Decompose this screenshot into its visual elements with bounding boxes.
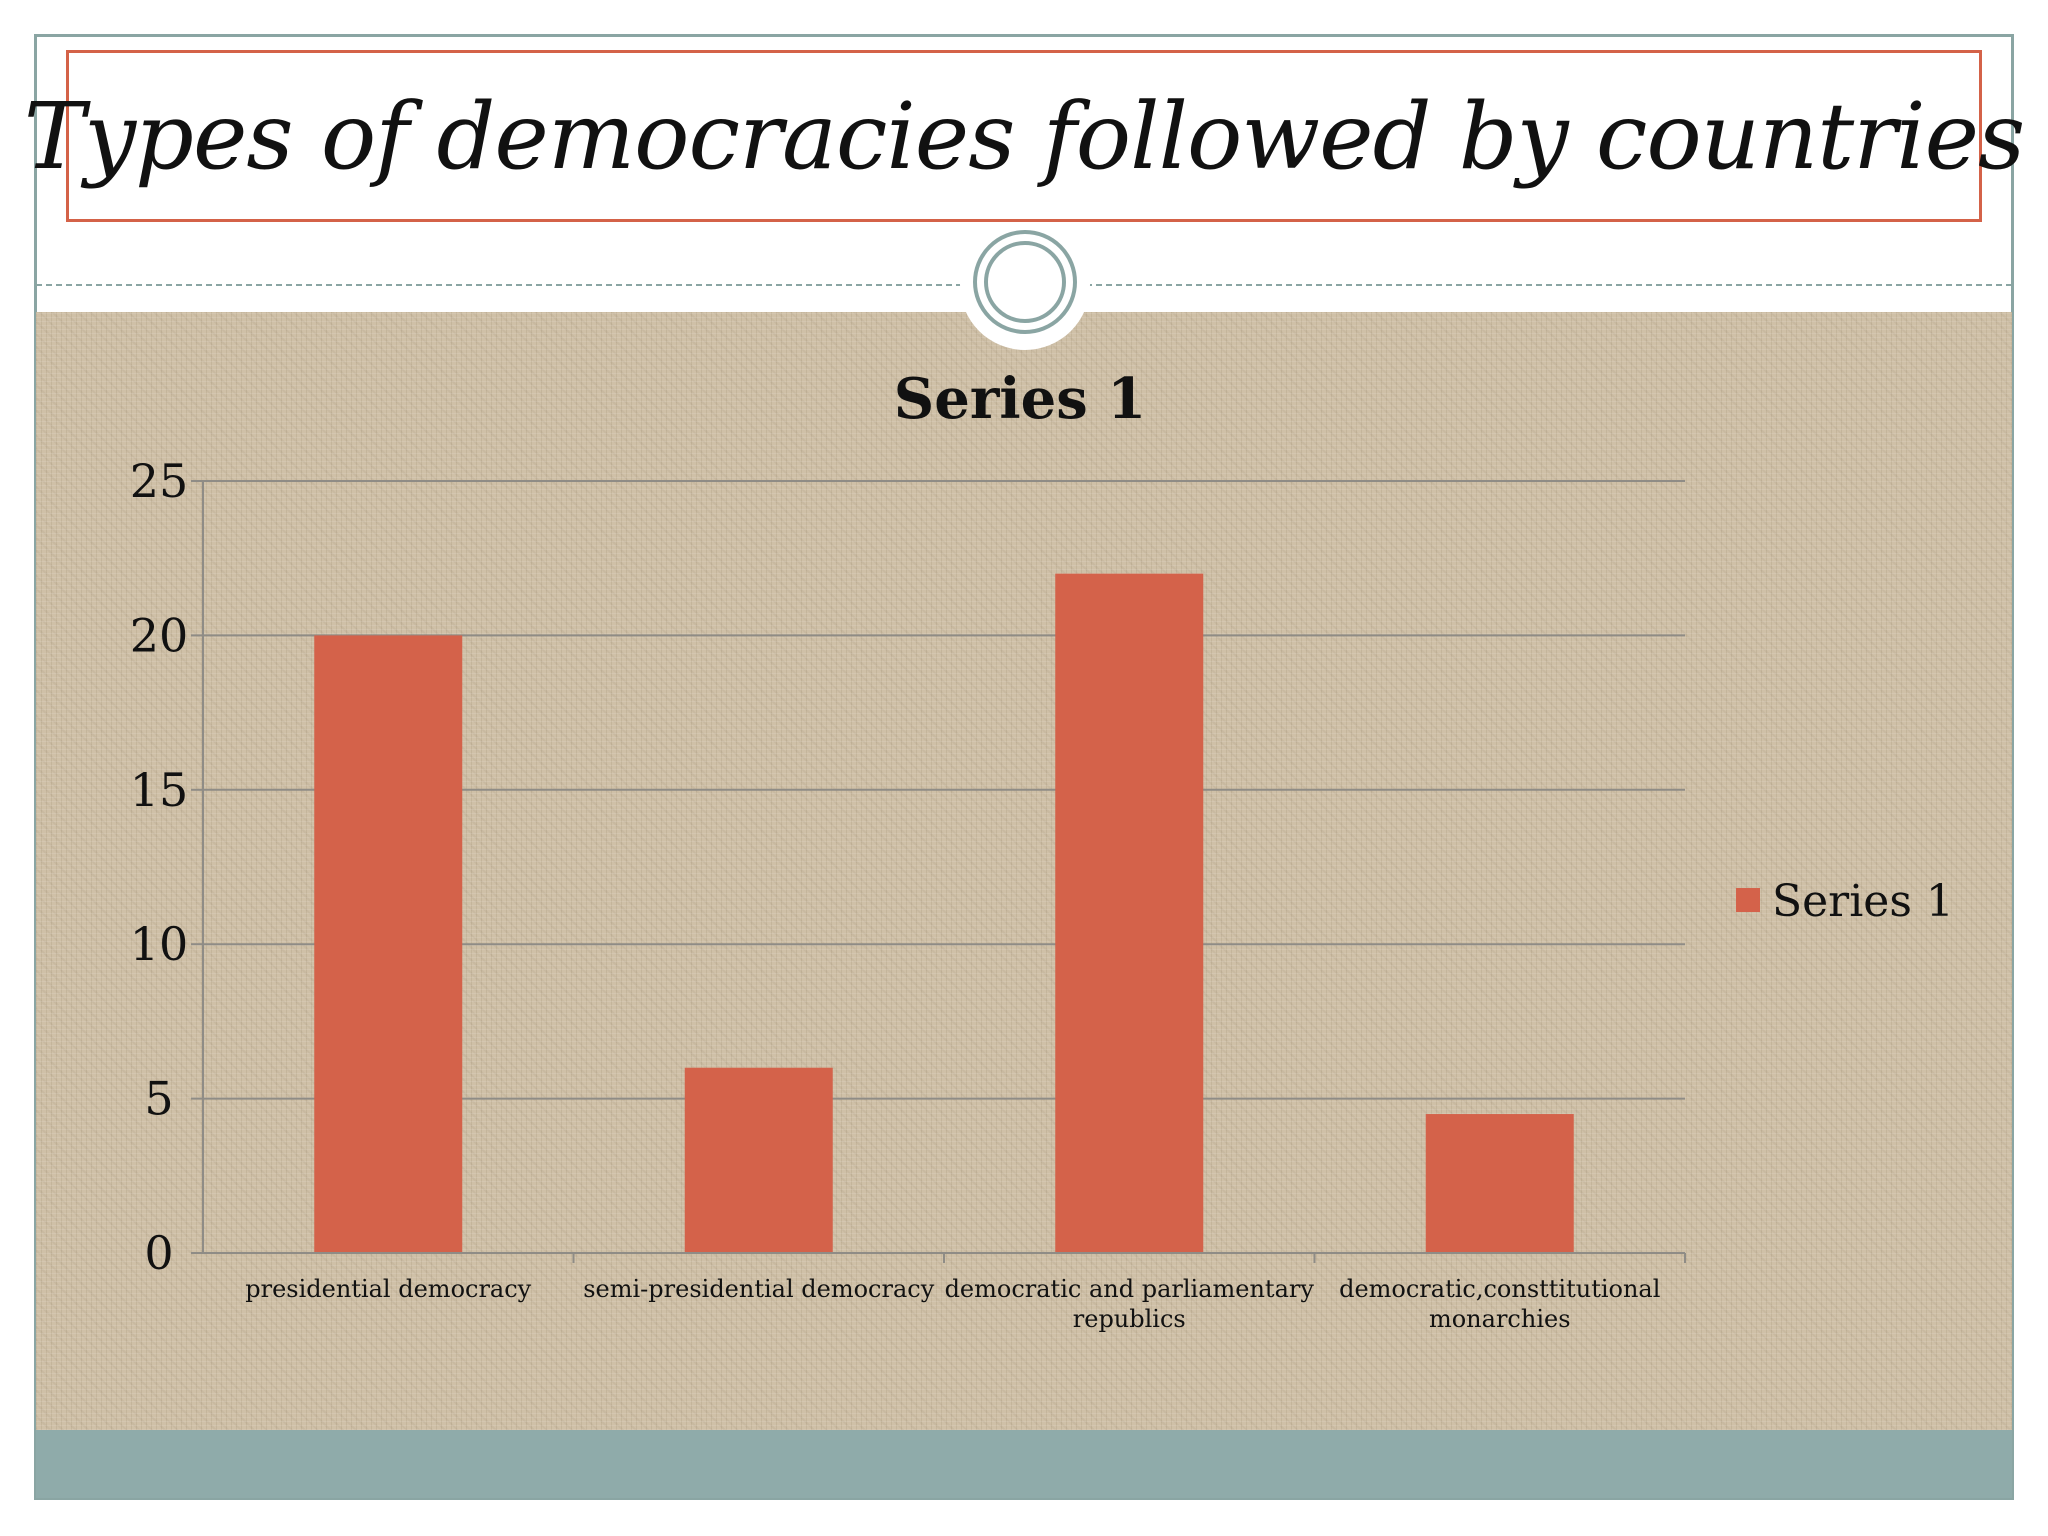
x-tick-label: republics xyxy=(1073,1305,1186,1333)
x-tick-label: semi-presidential democracy xyxy=(583,1275,934,1303)
slide-title: Types of democracies followed by countri… xyxy=(23,82,2026,190)
chart-title: Series 1 xyxy=(894,366,1146,432)
circle-ornament-inner xyxy=(984,241,1066,323)
legend-label: Series 1 xyxy=(1772,876,1954,927)
y-tick-label: 0 xyxy=(144,1226,173,1280)
x-tick-label: democratic and parliamentary xyxy=(945,1275,1315,1303)
y-tick-label: 15 xyxy=(130,763,189,817)
bar xyxy=(1055,573,1204,1253)
footer-band xyxy=(36,1430,2012,1498)
y-tick-label: 20 xyxy=(130,608,189,662)
bar xyxy=(684,1067,833,1253)
x-tick-label: monarchies xyxy=(1429,1305,1571,1333)
y-tick-label: 25 xyxy=(130,454,189,508)
y-tick-label: 5 xyxy=(144,1072,173,1126)
legend-swatch xyxy=(1736,888,1760,912)
title-box: Types of democracies followed by countri… xyxy=(24,50,2025,222)
bar xyxy=(314,635,463,1253)
bar xyxy=(1425,1114,1574,1253)
x-tick-label: presidential democracy xyxy=(245,1275,531,1303)
y-tick-label: 10 xyxy=(130,917,189,971)
x-tick-label: democratic,consttitutional xyxy=(1339,1275,1660,1303)
